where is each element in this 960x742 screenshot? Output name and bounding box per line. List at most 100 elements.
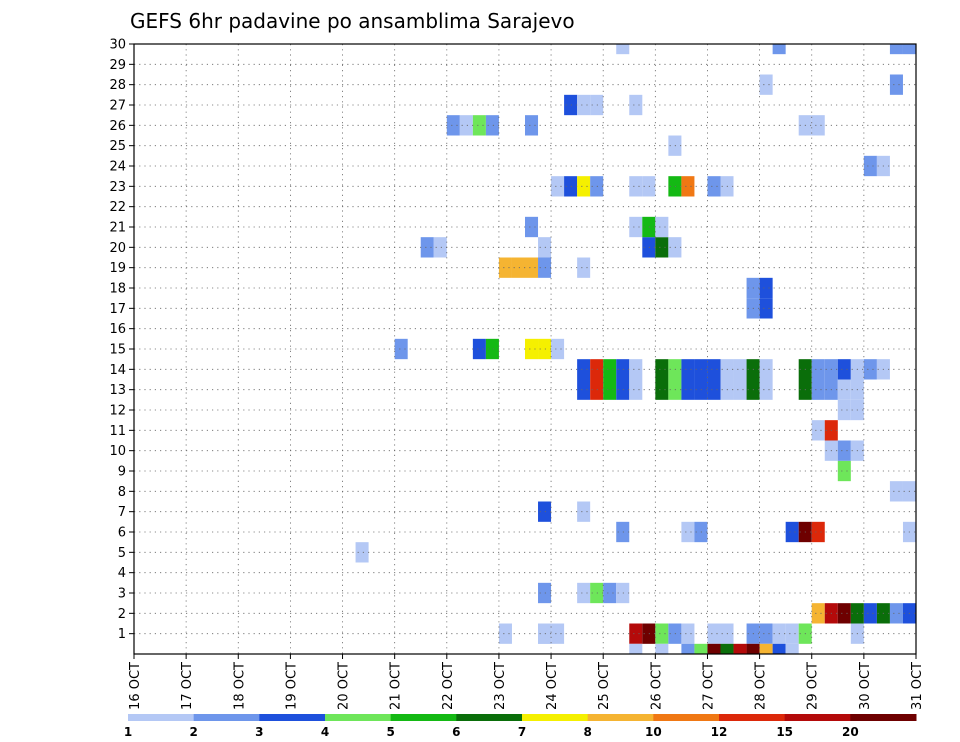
precip-cell	[538, 501, 552, 522]
precip-cell	[590, 582, 604, 604]
precip-cell	[394, 338, 408, 360]
colorbar-label: 5	[386, 725, 394, 739]
y-tick-label: 6	[118, 526, 126, 541]
precip-cell	[655, 359, 669, 380]
precip-cell	[902, 44, 916, 55]
precip-cell	[538, 582, 552, 604]
precip-cell	[629, 359, 643, 380]
y-tick-label: 7	[118, 505, 126, 520]
x-tick-label: 26 OCT	[649, 662, 664, 710]
y-tick-label: 24	[109, 160, 126, 175]
precip-cell	[420, 237, 434, 258]
precip-cell	[446, 115, 460, 136]
precip-cell	[759, 359, 773, 380]
precip-cell	[863, 155, 877, 177]
precip-cell	[472, 115, 486, 136]
precip-cell	[498, 257, 512, 278]
precip-cell	[551, 176, 565, 197]
precip-cell	[616, 582, 630, 604]
precip-cell	[485, 338, 499, 360]
precip-cell	[837, 603, 851, 624]
colorbar-label: 8	[583, 725, 591, 739]
precip-cell	[811, 420, 825, 441]
precip-cell	[707, 643, 721, 654]
colorbar-label: 7	[518, 725, 526, 739]
y-tick-label: 14	[109, 363, 126, 378]
precip-cell	[629, 643, 643, 654]
precip-cell	[629, 216, 643, 238]
y-tick-label: 27	[109, 99, 126, 114]
x-tick-label: 29 OCT	[806, 662, 821, 710]
precip-cell	[694, 643, 708, 654]
precip-cell	[590, 359, 604, 380]
precip-cell	[681, 379, 695, 400]
precip-cell	[485, 115, 499, 136]
y-tick-label: 22	[109, 200, 126, 215]
y-tick-label: 12	[109, 404, 126, 419]
y-tick-label: 4	[118, 566, 126, 581]
colorbar-swatch	[719, 714, 786, 721]
precip-cell	[681, 359, 695, 380]
precip-cell	[889, 74, 903, 95]
precip-cell	[785, 623, 799, 644]
y-tick-label: 18	[109, 282, 126, 297]
precip-cell	[733, 643, 747, 654]
colorbar-swatch	[259, 714, 326, 721]
precip-cell	[707, 176, 721, 197]
precip-cell	[616, 379, 630, 400]
precip-cell	[459, 115, 473, 136]
precip-cell	[511, 257, 525, 278]
y-tick-label: 28	[109, 78, 126, 93]
colorbar-swatch	[128, 714, 195, 721]
precip-cell	[863, 359, 877, 380]
precip-cell	[603, 359, 617, 380]
precip-cell	[525, 115, 539, 136]
precip-cell	[590, 94, 604, 116]
colorbar-swatch	[653, 714, 720, 721]
precip-cell	[525, 216, 539, 238]
precip-cell	[811, 115, 825, 136]
colorbar-swatch	[587, 714, 654, 721]
precip-cell	[538, 237, 552, 258]
y-tick-label: 16	[109, 322, 126, 337]
precip-cell	[681, 521, 695, 543]
precip-cell	[837, 399, 851, 421]
y-tick-label: 20	[109, 241, 126, 256]
precip-cell	[629, 379, 643, 400]
x-tick-label: 16 OCT	[128, 662, 143, 710]
precip-cell	[577, 257, 591, 278]
x-tick-label: 27 OCT	[701, 662, 716, 710]
precip-cell	[551, 623, 565, 644]
colorbar-swatch	[850, 714, 917, 721]
precip-cell	[590, 379, 604, 400]
x-tick-label: 19 OCT	[284, 662, 299, 710]
precip-cell	[629, 623, 643, 644]
x-tick-label: 23 OCT	[493, 662, 508, 710]
colorbar-label: 15	[776, 725, 793, 739]
colorbar-swatch	[193, 714, 260, 721]
precip-cell	[811, 359, 825, 380]
y-tick-label: 19	[109, 261, 126, 276]
precip-cell	[616, 359, 630, 380]
precip-cell	[746, 643, 760, 654]
precip-cell	[733, 379, 747, 400]
y-tick-label: 9	[118, 465, 126, 480]
x-tick-label: 18 OCT	[232, 662, 247, 710]
precip-cell	[472, 338, 486, 360]
precip-cell	[655, 379, 669, 400]
y-tick-label: 30	[109, 38, 126, 53]
x-tick-label: 21 OCT	[389, 662, 404, 710]
x-tick-label: 25 OCT	[597, 662, 612, 710]
x-tick-label: 20 OCT	[337, 662, 352, 710]
precip-cell	[759, 379, 773, 400]
chart-title: GEFS 6hr padavine po ansamblima Sarajevo	[130, 9, 575, 33]
precip-cell	[785, 521, 799, 543]
precip-cell	[707, 623, 721, 644]
x-tick-label: 22 OCT	[441, 662, 456, 710]
precip-cell	[681, 623, 695, 644]
precip-cell	[759, 643, 773, 654]
y-axis-ticks: 1234567891011121314151617181920212223242…	[109, 38, 134, 642]
y-tick-label: 2	[118, 607, 126, 622]
precip-cell	[603, 379, 617, 400]
precip-cell	[577, 359, 591, 380]
